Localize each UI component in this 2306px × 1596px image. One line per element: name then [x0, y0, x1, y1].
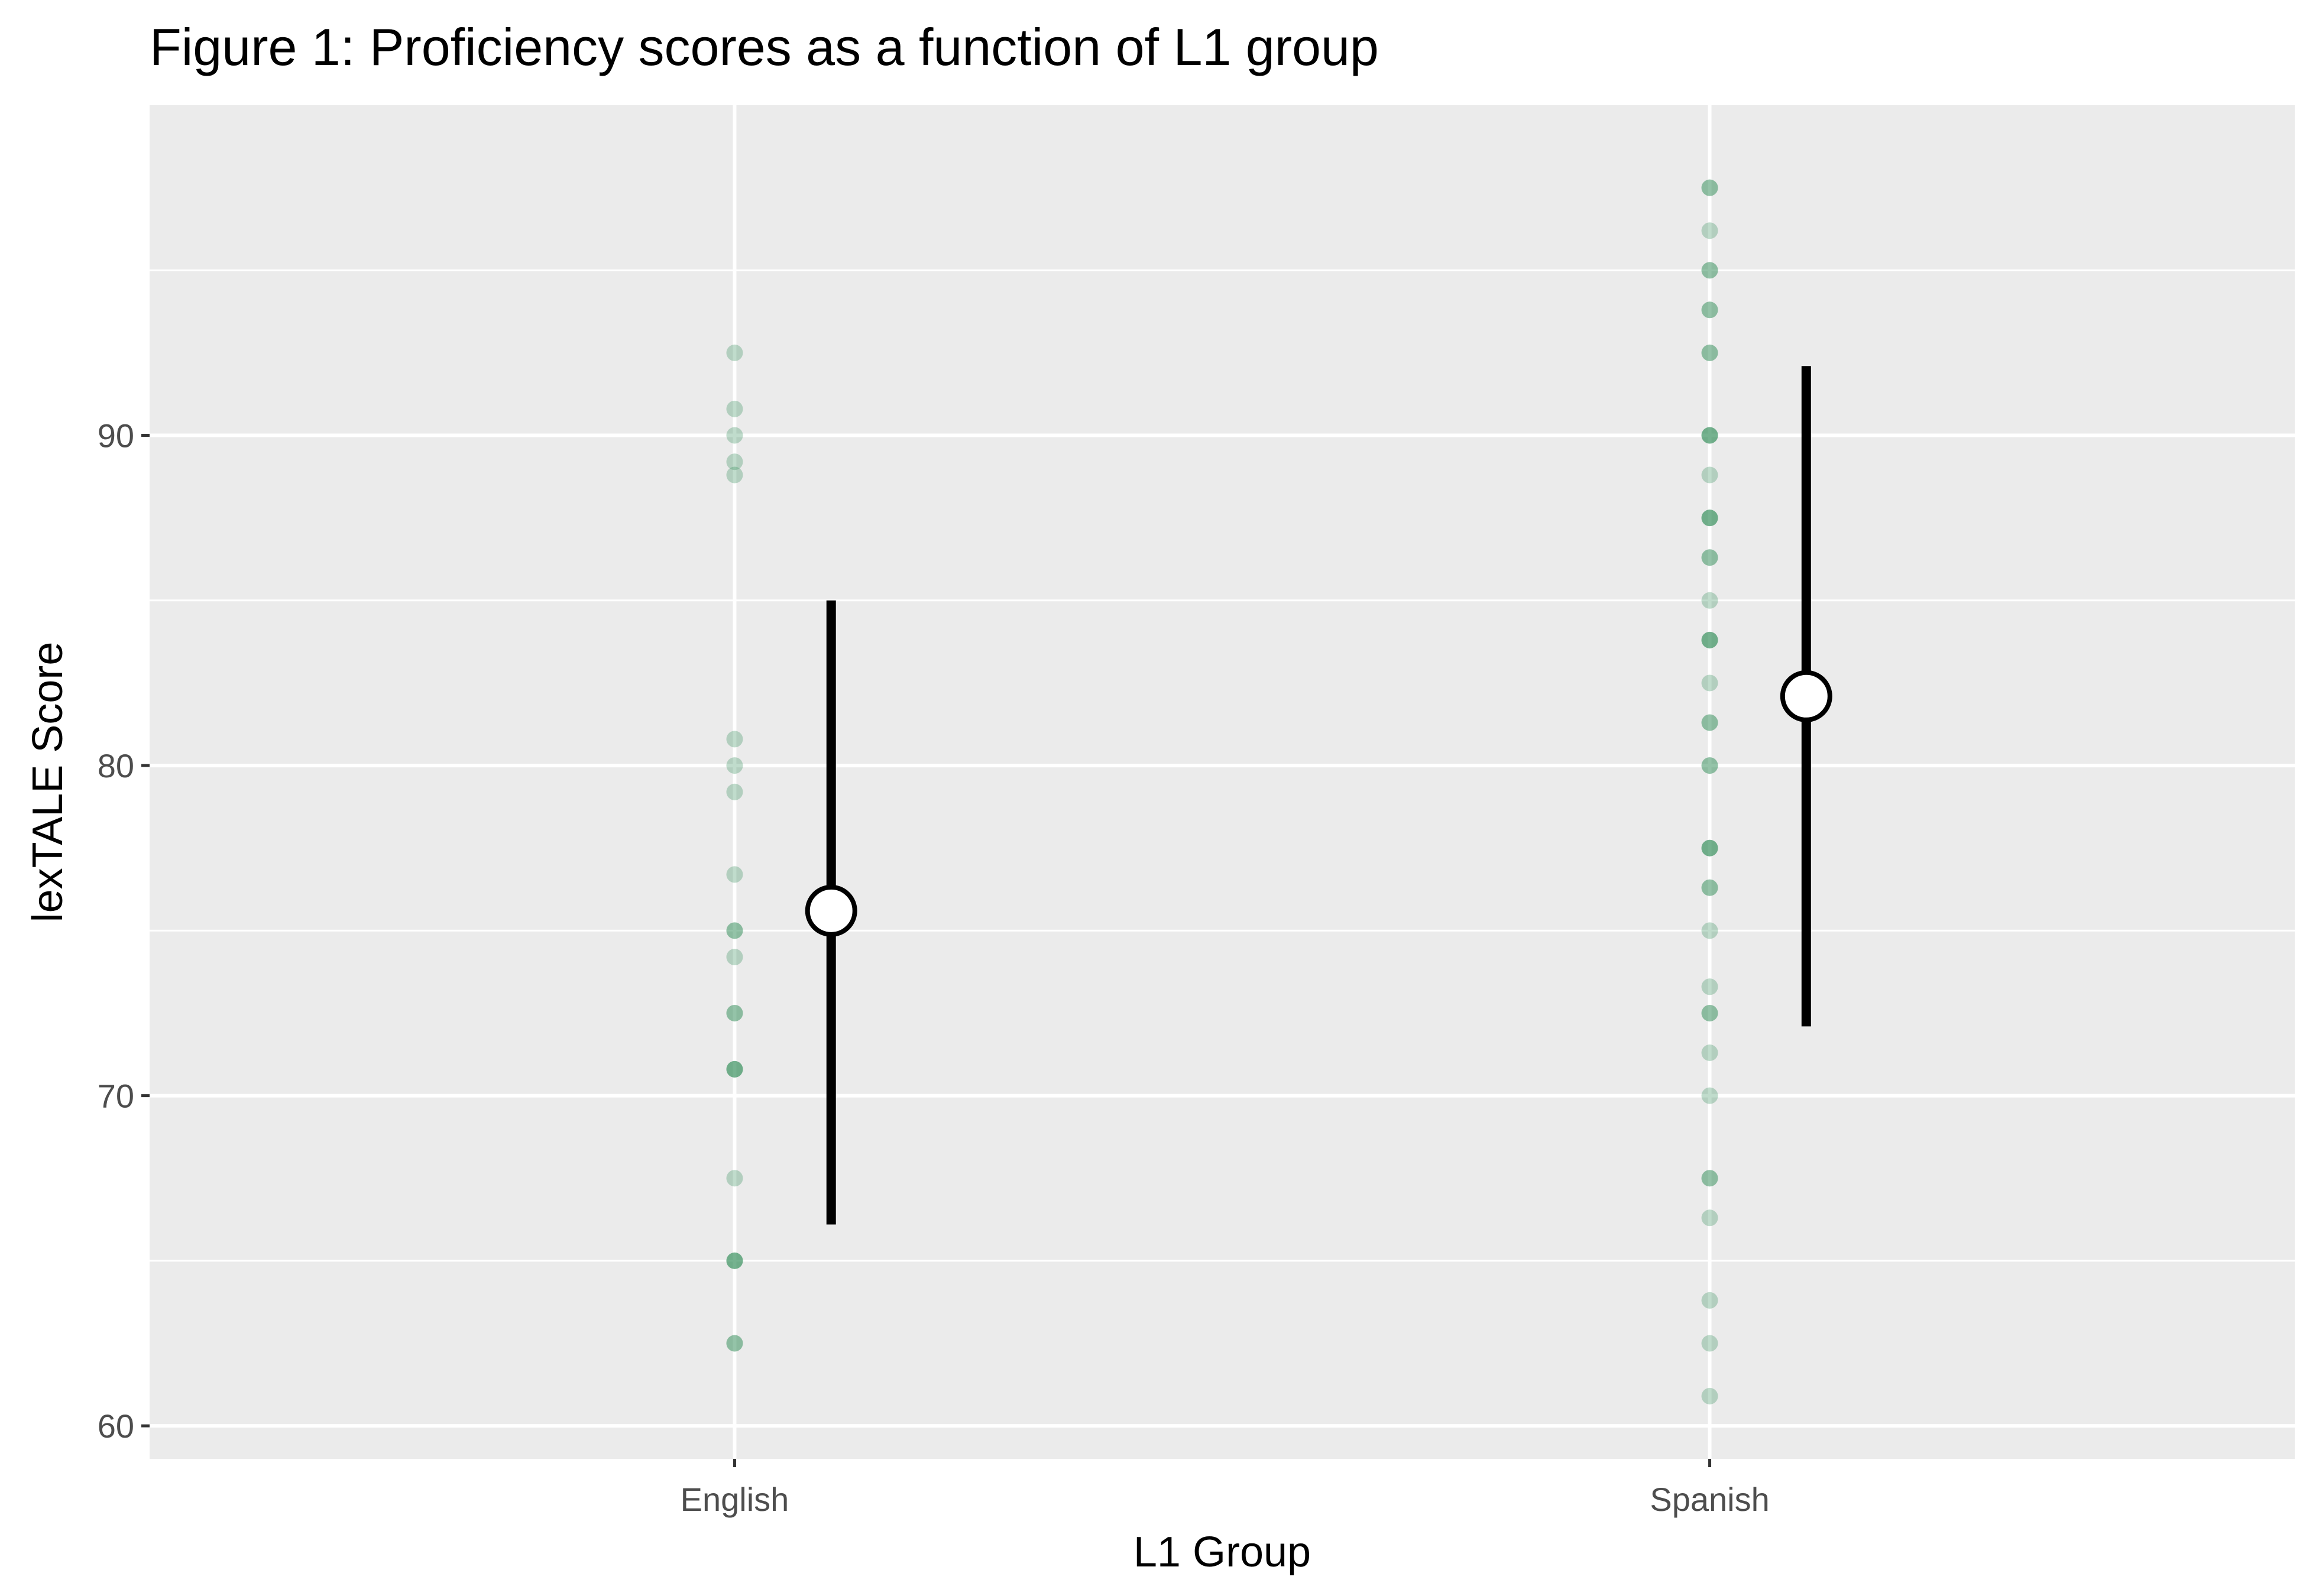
data-point [1701, 592, 1718, 609]
data-point [726, 1004, 743, 1021]
x-axis-title: L1 Group [1133, 1529, 1311, 1576]
data-point [1701, 714, 1718, 731]
y-axis-title: lexTALE Score [24, 642, 72, 923]
x-tick-label: Spanish [1650, 1481, 1769, 1518]
data-point [1701, 344, 1718, 361]
data-point [726, 949, 743, 966]
data-point [1701, 757, 1718, 774]
data-point [726, 1170, 743, 1187]
data-point [1701, 757, 1718, 774]
data-point [726, 466, 743, 484]
data-point [1701, 1044, 1718, 1061]
data-point [1701, 427, 1718, 444]
data-point [1701, 631, 1718, 648]
summary-markers [805, 366, 1832, 1225]
data-point [726, 1252, 743, 1269]
data-point [1701, 549, 1718, 566]
data-point [726, 1252, 743, 1269]
data-point [1701, 510, 1718, 527]
data-point [1701, 1004, 1718, 1021]
data-point [1701, 466, 1718, 484]
data-point [726, 922, 743, 939]
data-point [1701, 179, 1718, 196]
data-point [1701, 631, 1718, 648]
data-point [1701, 549, 1718, 566]
data-point [1701, 427, 1718, 444]
grid-lines [150, 105, 2295, 1459]
data-points [726, 179, 1718, 1404]
data-point [1701, 510, 1718, 527]
data-point [1701, 1335, 1718, 1352]
mean-marker [805, 884, 857, 937]
data-point [1701, 1087, 1718, 1104]
y-tick-label: 80 [98, 747, 134, 784]
data-point [1701, 1292, 1718, 1309]
plot-panel [150, 105, 2295, 1459]
data-point [1701, 262, 1718, 279]
data-point [726, 344, 743, 361]
data-point [726, 757, 743, 774]
data-point [726, 922, 743, 939]
data-point [726, 427, 743, 444]
data-point [726, 453, 743, 471]
data-point [1701, 344, 1718, 361]
y-tick-label: 90 [98, 417, 134, 455]
data-point [1701, 1170, 1718, 1187]
data-point [726, 731, 743, 748]
data-point [726, 1335, 743, 1352]
data-point [1701, 839, 1718, 857]
data-point [1701, 922, 1718, 939]
y-tick-label: 60 [98, 1407, 134, 1445]
y-tick-label: 70 [98, 1078, 134, 1115]
data-point [1701, 879, 1718, 896]
data-point [1701, 1004, 1718, 1021]
data-point [726, 1004, 743, 1021]
data-point [1701, 674, 1718, 692]
data-point [726, 1060, 743, 1078]
data-point [1701, 510, 1718, 527]
mean-marker [1780, 670, 1832, 722]
data-point [1701, 1170, 1718, 1187]
data-point [726, 1060, 743, 1078]
chart-title: Figure 1: Proficiency scores as a functi… [150, 18, 1379, 76]
data-point [1701, 879, 1718, 896]
data-point [1701, 222, 1718, 239]
data-point [1701, 301, 1718, 319]
data-point [1701, 179, 1718, 196]
data-point [726, 783, 743, 800]
data-point [726, 1060, 743, 1078]
data-point [1701, 839, 1718, 857]
axes: 60 70 80 90 English Spanish [98, 417, 1770, 1518]
data-point [726, 400, 743, 417]
data-point [1701, 427, 1718, 444]
data-point [726, 1335, 743, 1352]
data-point [1701, 714, 1718, 731]
data-point [1701, 1387, 1718, 1404]
data-point [1701, 1209, 1718, 1227]
data-point [1701, 631, 1718, 648]
data-point [726, 866, 743, 883]
data-point [726, 1252, 743, 1269]
data-point [1701, 262, 1718, 279]
data-point [1701, 301, 1718, 319]
data-point [1701, 978, 1718, 995]
x-tick-label: English [681, 1481, 789, 1518]
data-point [1701, 839, 1718, 857]
